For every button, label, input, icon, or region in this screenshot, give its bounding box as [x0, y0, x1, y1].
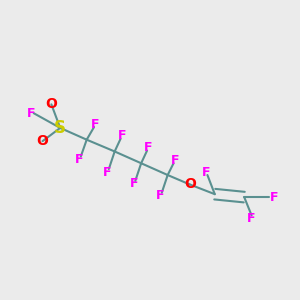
Text: F: F	[202, 166, 210, 178]
Text: O: O	[37, 134, 49, 148]
Text: F: F	[118, 129, 126, 142]
Text: O: O	[45, 98, 57, 111]
Text: F: F	[75, 153, 84, 166]
Text: F: F	[130, 177, 138, 190]
Text: F: F	[156, 189, 165, 202]
Text: F: F	[247, 212, 256, 225]
Text: F: F	[269, 190, 278, 204]
Text: F: F	[144, 141, 153, 154]
Text: O: O	[184, 177, 196, 191]
Text: F: F	[26, 107, 35, 120]
Text: S: S	[54, 119, 66, 137]
Text: F: F	[103, 166, 112, 178]
Text: F: F	[91, 118, 100, 130]
Text: F: F	[171, 154, 179, 167]
